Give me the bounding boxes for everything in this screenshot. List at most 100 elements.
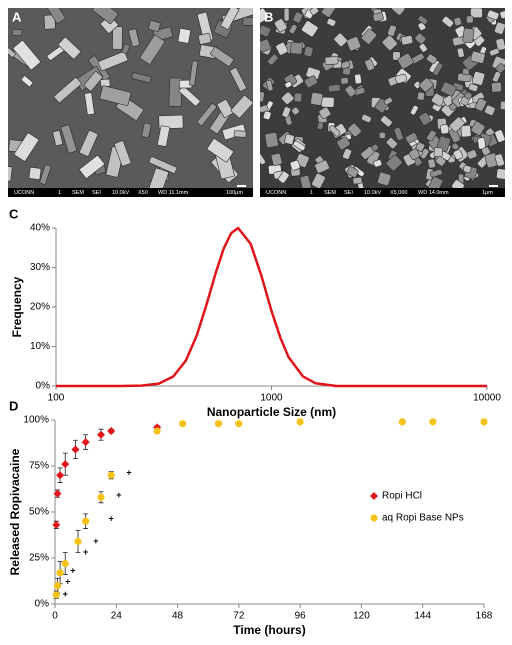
y-tick-label: 75% — [29, 461, 49, 472]
crystal — [47, 8, 66, 24]
crystal — [289, 160, 301, 171]
crystal — [414, 32, 427, 45]
crystal — [39, 164, 52, 185]
sem-image: UCONN 1 SEM SEI 10.0kV X5,000 WD 14.0mm 1μm — [260, 8, 505, 197]
crystal — [372, 12, 384, 22]
marker — [61, 559, 69, 568]
crystal — [281, 106, 291, 118]
crystal — [303, 46, 314, 58]
crystal — [83, 71, 103, 92]
marker — [74, 537, 82, 546]
crystal — [316, 122, 324, 130]
caption-text: 1 — [58, 190, 61, 196]
crystal — [196, 103, 217, 126]
crystal — [470, 121, 486, 136]
x-tick-label: 96 — [295, 611, 307, 622]
crystal — [346, 166, 359, 178]
y-tick-label: 50% — [29, 507, 49, 518]
crystal — [158, 114, 184, 130]
crystal — [441, 16, 454, 28]
crystal — [97, 51, 129, 72]
crystal — [229, 67, 247, 92]
caption-text: 10.0kV — [112, 190, 129, 196]
marker — [53, 489, 62, 498]
crystal — [393, 127, 404, 141]
marker — [82, 517, 90, 525]
crystal — [470, 50, 486, 64]
crystal — [492, 71, 501, 83]
crystal — [263, 110, 272, 120]
crystal — [491, 81, 502, 93]
crystal — [293, 92, 303, 103]
crystal — [267, 53, 279, 66]
crystal — [499, 10, 505, 19]
crystal — [496, 168, 505, 180]
crystal — [474, 97, 487, 112]
y-axis-label: Frequency — [10, 276, 24, 337]
crystal — [381, 35, 398, 51]
crystal — [318, 106, 332, 119]
crystal — [456, 47, 465, 58]
crystal — [487, 9, 500, 20]
y-tick-label: 30% — [30, 262, 50, 273]
crystal — [386, 137, 398, 149]
annotation: + — [63, 589, 68, 599]
crystal — [189, 60, 198, 86]
crystal — [311, 173, 326, 189]
crystal — [462, 27, 475, 44]
crystal — [364, 58, 375, 71]
crystal — [416, 91, 425, 101]
crystal — [99, 85, 132, 106]
caption-text: 1μm — [482, 190, 493, 196]
legend-label: aq Ropi Base NPs — [382, 513, 464, 524]
annotation: + — [70, 565, 75, 575]
crystal — [470, 8, 483, 18]
marker — [96, 430, 105, 439]
crystal — [52, 130, 63, 147]
y-tick-label: 100% — [23, 415, 49, 426]
x-axis-label: Nanoparticle Size (nm) — [207, 405, 336, 419]
caption-text: 100μm — [226, 190, 243, 196]
marker — [56, 471, 65, 480]
crystal — [275, 42, 289, 56]
crystal — [361, 28, 377, 45]
marker — [107, 427, 116, 436]
crystal — [274, 18, 288, 33]
annotation: + — [109, 514, 114, 524]
marker — [179, 420, 187, 428]
crystal — [278, 171, 290, 184]
y-tick-label: 10% — [30, 341, 50, 352]
marker — [214, 420, 223, 428]
x-tick-label: 0 — [52, 611, 58, 622]
caption-text: SEI — [92, 190, 101, 196]
y-tick-label: 0% — [36, 381, 51, 392]
crystal — [281, 91, 295, 105]
marker — [52, 591, 60, 599]
crystal — [290, 41, 303, 55]
panel-label: B — [264, 9, 273, 24]
crystal — [233, 130, 247, 138]
crystal — [415, 142, 425, 152]
x-tick-label: 48 — [172, 611, 184, 622]
crystal — [157, 125, 171, 147]
crystal — [435, 156, 447, 167]
legend-marker — [370, 492, 378, 500]
caption-bar — [8, 188, 253, 197]
crystal — [264, 132, 279, 148]
x-axis-label: Time (hours) — [233, 623, 305, 637]
crystal — [494, 21, 505, 35]
crystal — [340, 77, 349, 85]
crystal — [466, 149, 478, 160]
crystal — [148, 20, 161, 32]
crystal — [397, 53, 414, 70]
crystal — [451, 142, 460, 151]
crystal — [266, 79, 274, 92]
crystal — [289, 24, 298, 34]
crystal — [112, 26, 123, 50]
x-tick-label: 24 — [111, 611, 123, 622]
marker — [296, 418, 304, 426]
crystal — [418, 43, 428, 53]
crystal — [314, 159, 330, 174]
crystal — [11, 29, 23, 36]
crystal — [177, 28, 191, 44]
